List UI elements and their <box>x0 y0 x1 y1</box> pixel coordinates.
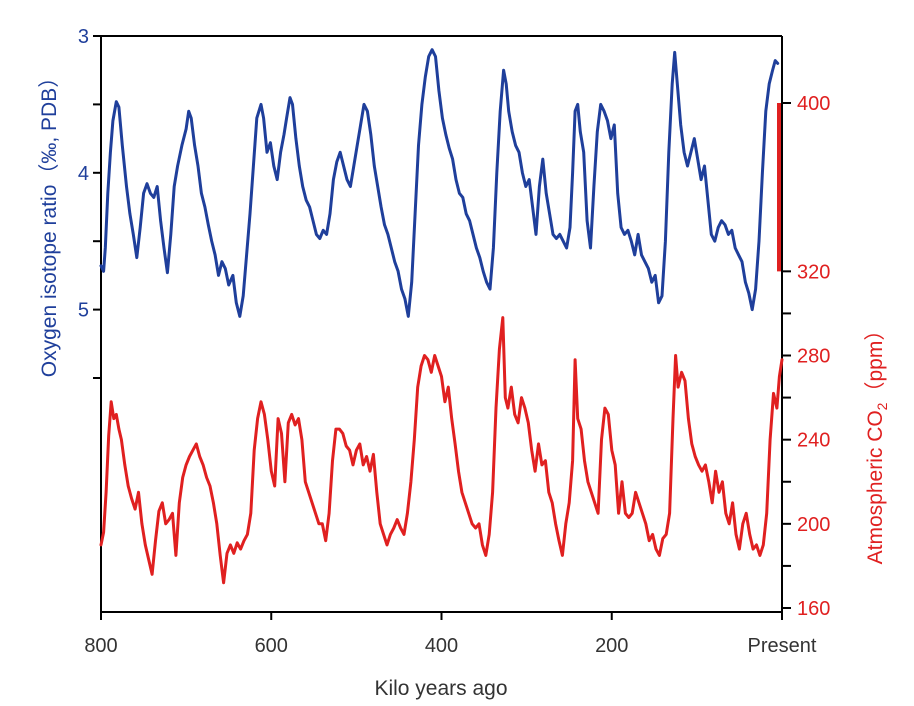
right-tick-label: 400 <box>797 93 830 115</box>
x-tick-label: 600 <box>255 635 288 657</box>
right-axis-title: Atmospheric CO2（ppm） <box>864 320 890 565</box>
x-axis: 800 600 400 200 Present <box>84 612 817 657</box>
right-tick-label: 280 <box>797 346 830 368</box>
right-axis-title-subscript: 2 <box>874 402 890 410</box>
x-tick-label: 200 <box>595 635 628 657</box>
right-axis: 160 200 240 280 320 400 <box>777 93 830 620</box>
x-tick-label: Present <box>748 635 817 657</box>
right-axis-title-units: （ppm） <box>864 320 887 403</box>
oxygen-isotope-series-line <box>99 48 780 318</box>
right-axis-title-main: Atmospheric CO <box>864 410 887 564</box>
left-axis-title: Oxygen isotope ratio（‰, PDB） <box>38 67 61 377</box>
series-layer <box>99 48 784 585</box>
left-tick-label: 5 <box>78 300 89 322</box>
x-tick-label: 400 <box>425 635 458 657</box>
left-tick-label: 4 <box>78 163 89 185</box>
right-tick-label: 320 <box>797 261 830 283</box>
right-tick-label: 160 <box>797 598 830 620</box>
left-tick-label: 3 <box>78 26 89 48</box>
right-tick-label: 240 <box>797 430 830 452</box>
right-tick-label: 200 <box>797 514 830 536</box>
left-axis: 3 4 5 <box>78 26 101 379</box>
x-axis-title: Kilo years ago <box>374 677 507 700</box>
co2-series-line <box>99 316 784 585</box>
x-tick-label: 800 <box>84 635 117 657</box>
